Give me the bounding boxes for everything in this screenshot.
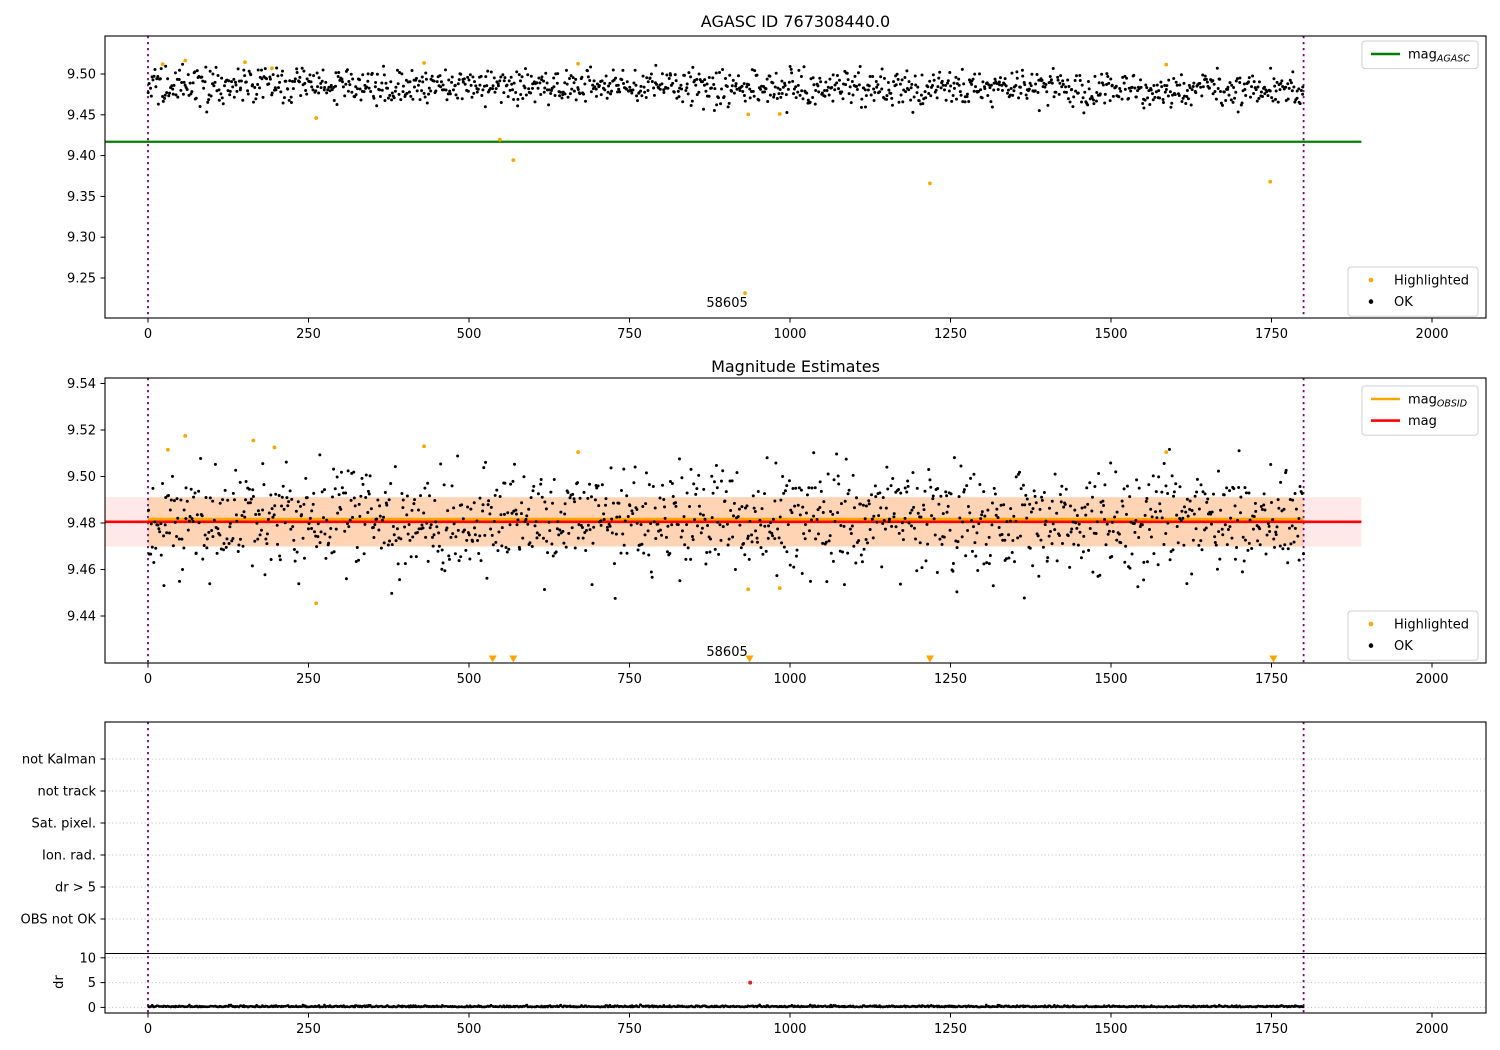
y-tick-label: 9.50 bbox=[67, 68, 96, 83]
y-tick-label: 9.46 bbox=[67, 563, 96, 578]
axes-frame bbox=[104, 35, 1487, 319]
legend-dot-swatch bbox=[1368, 277, 1374, 283]
flag-label: not Kalman bbox=[22, 753, 96, 768]
x-tick-label: 1250 bbox=[934, 672, 967, 687]
obsid-annotation: 58605 bbox=[706, 645, 747, 660]
x-tick-label: 0 bbox=[144, 1022, 152, 1037]
x-tick-label: 2000 bbox=[1415, 1022, 1448, 1037]
x-tick-label: 1500 bbox=[1094, 672, 1127, 687]
axes-frame bbox=[104, 721, 1487, 1014]
dr-outlier-point bbox=[748, 980, 753, 985]
y-tick-label: 9.25 bbox=[67, 272, 96, 287]
legend-dot-swatch bbox=[1368, 621, 1374, 627]
dr-tick-label: 10 bbox=[79, 951, 96, 966]
x-tick-label: 250 bbox=[296, 327, 321, 342]
x-tick-label: 1250 bbox=[934, 1022, 967, 1037]
ok-scatter bbox=[146, 62, 1305, 115]
x-tick-label: 1750 bbox=[1255, 672, 1288, 687]
plot2-magnitude-estimates: 58605 9.44 9.46 9.48 9.50 9.52 9.54 0 250 500 750 1… bbox=[67, 377, 1487, 687]
legend-label: mag bbox=[1408, 414, 1437, 429]
flag-labels: not Kalman not track Sat. pixel. Ion. rad. d… bbox=[21, 753, 105, 928]
x-tick-label: 0 bbox=[144, 327, 152, 342]
x-tick-label: 250 bbox=[296, 672, 321, 687]
y-tick-label: 9.40 bbox=[67, 149, 96, 164]
axes-frame bbox=[104, 377, 1487, 664]
obsid-annotation: 58605 bbox=[706, 296, 747, 311]
flag-label: Sat. pixel. bbox=[32, 817, 96, 832]
x-tick-label: 250 bbox=[296, 1022, 321, 1037]
y-tick-label: 9.54 bbox=[67, 377, 96, 392]
plot2-title: Magnitude Estimates bbox=[711, 357, 880, 376]
x-tick-label: 1750 bbox=[1255, 327, 1288, 342]
x-tick-label: 2000 bbox=[1415, 672, 1448, 687]
legend-label: magOBSID bbox=[1408, 393, 1467, 410]
x-tick-label: 750 bbox=[617, 327, 642, 342]
x-tick-label: 1750 bbox=[1255, 1022, 1288, 1037]
line-legend: magOBSID mag bbox=[1361, 385, 1479, 436]
legend-label: OK bbox=[1394, 639, 1413, 654]
dr-scatter bbox=[147, 1003, 1305, 1009]
legend-label: Highlighted bbox=[1394, 618, 1469, 633]
x-tick-label: 1500 bbox=[1094, 327, 1127, 342]
x-tick-label: 500 bbox=[457, 1022, 482, 1037]
ok-scatter bbox=[147, 447, 1306, 600]
x-tick-label: 1250 bbox=[934, 327, 967, 342]
y-tick-label: 9.45 bbox=[67, 108, 96, 123]
legend-label: magAGASC bbox=[1408, 48, 1470, 65]
y-tick-label: 9.35 bbox=[67, 190, 96, 205]
dr-tick-label: 0 bbox=[88, 1001, 96, 1016]
y-axis-ticks: 9.44 9.46 9.48 9.50 9.52 9.54 bbox=[67, 377, 105, 625]
plot1-magnitudes-over-time: 58605 9.25 9.30 9.35 9.40 9.45 9.50 0 250 500 750 1… bbox=[67, 35, 1487, 342]
flag-label: Ion. rad. bbox=[42, 849, 96, 864]
flag-gridlines bbox=[105, 758, 1486, 1008]
y-tick-label: 9.50 bbox=[67, 470, 96, 485]
dr-axis-ticks: 10 5 0 bbox=[79, 951, 105, 1016]
x-axis-ticks: 0 250 500 750 1000 1250 1500 1750 2000 bbox=[144, 318, 1449, 342]
dr-axis-label: dr bbox=[52, 975, 67, 989]
x-tick-label: 2000 bbox=[1415, 327, 1448, 342]
legend-label: Highlighted bbox=[1394, 274, 1469, 289]
x-tick-label: 750 bbox=[617, 672, 642, 687]
x-tick-label: 500 bbox=[457, 672, 482, 687]
y-tick-label: 9.48 bbox=[67, 517, 96, 532]
dr-tick-label: 5 bbox=[88, 976, 96, 991]
x-tick-label: 1000 bbox=[773, 327, 806, 342]
y-tick-label: 9.30 bbox=[67, 231, 96, 246]
x-tick-label: 1000 bbox=[773, 1022, 806, 1037]
highlighted-scatter bbox=[160, 58, 1273, 295]
marker-legend: Highlighted OK bbox=[1347, 610, 1479, 661]
y-axis-ticks: 9.25 9.30 9.35 9.40 9.45 9.50 bbox=[67, 68, 105, 287]
flag-label: OBS not OK bbox=[21, 913, 97, 928]
x-tick-label: 1500 bbox=[1094, 1022, 1127, 1037]
marker-legend: Highlighted OK bbox=[1347, 266, 1479, 317]
flag-label: dr > 5 bbox=[55, 881, 96, 896]
plot1-title: AGASC ID 767308440.0 bbox=[700, 12, 891, 31]
y-tick-label: 9.52 bbox=[67, 424, 96, 439]
legend-dot-swatch bbox=[1368, 643, 1374, 648]
x-tick-label: 750 bbox=[617, 1022, 642, 1037]
legend-label: OK bbox=[1394, 295, 1413, 310]
flag-label: not track bbox=[37, 785, 96, 800]
clipped-outlier-triangles bbox=[488, 655, 1278, 663]
plot3-flags-and-dr: not Kalman not track Sat. pixel. Ion. rad. d… bbox=[21, 721, 1487, 1037]
highlighted-scatter bbox=[166, 433, 1169, 606]
line-legend: magAGASC bbox=[1361, 40, 1479, 70]
legend-dot-swatch bbox=[1368, 299, 1374, 304]
x-tick-label: 500 bbox=[457, 327, 482, 342]
y-tick-label: 9.44 bbox=[67, 610, 96, 625]
x-tick-label: 1000 bbox=[773, 672, 806, 687]
x-tick-label: 0 bbox=[144, 672, 152, 687]
x-axis-ticks: 0 250 500 750 1000 1250 1500 1750 2000 bbox=[144, 1013, 1449, 1037]
x-axis-ticks: 0 250 500 750 1000 1250 1500 1750 2000 bbox=[144, 663, 1449, 687]
